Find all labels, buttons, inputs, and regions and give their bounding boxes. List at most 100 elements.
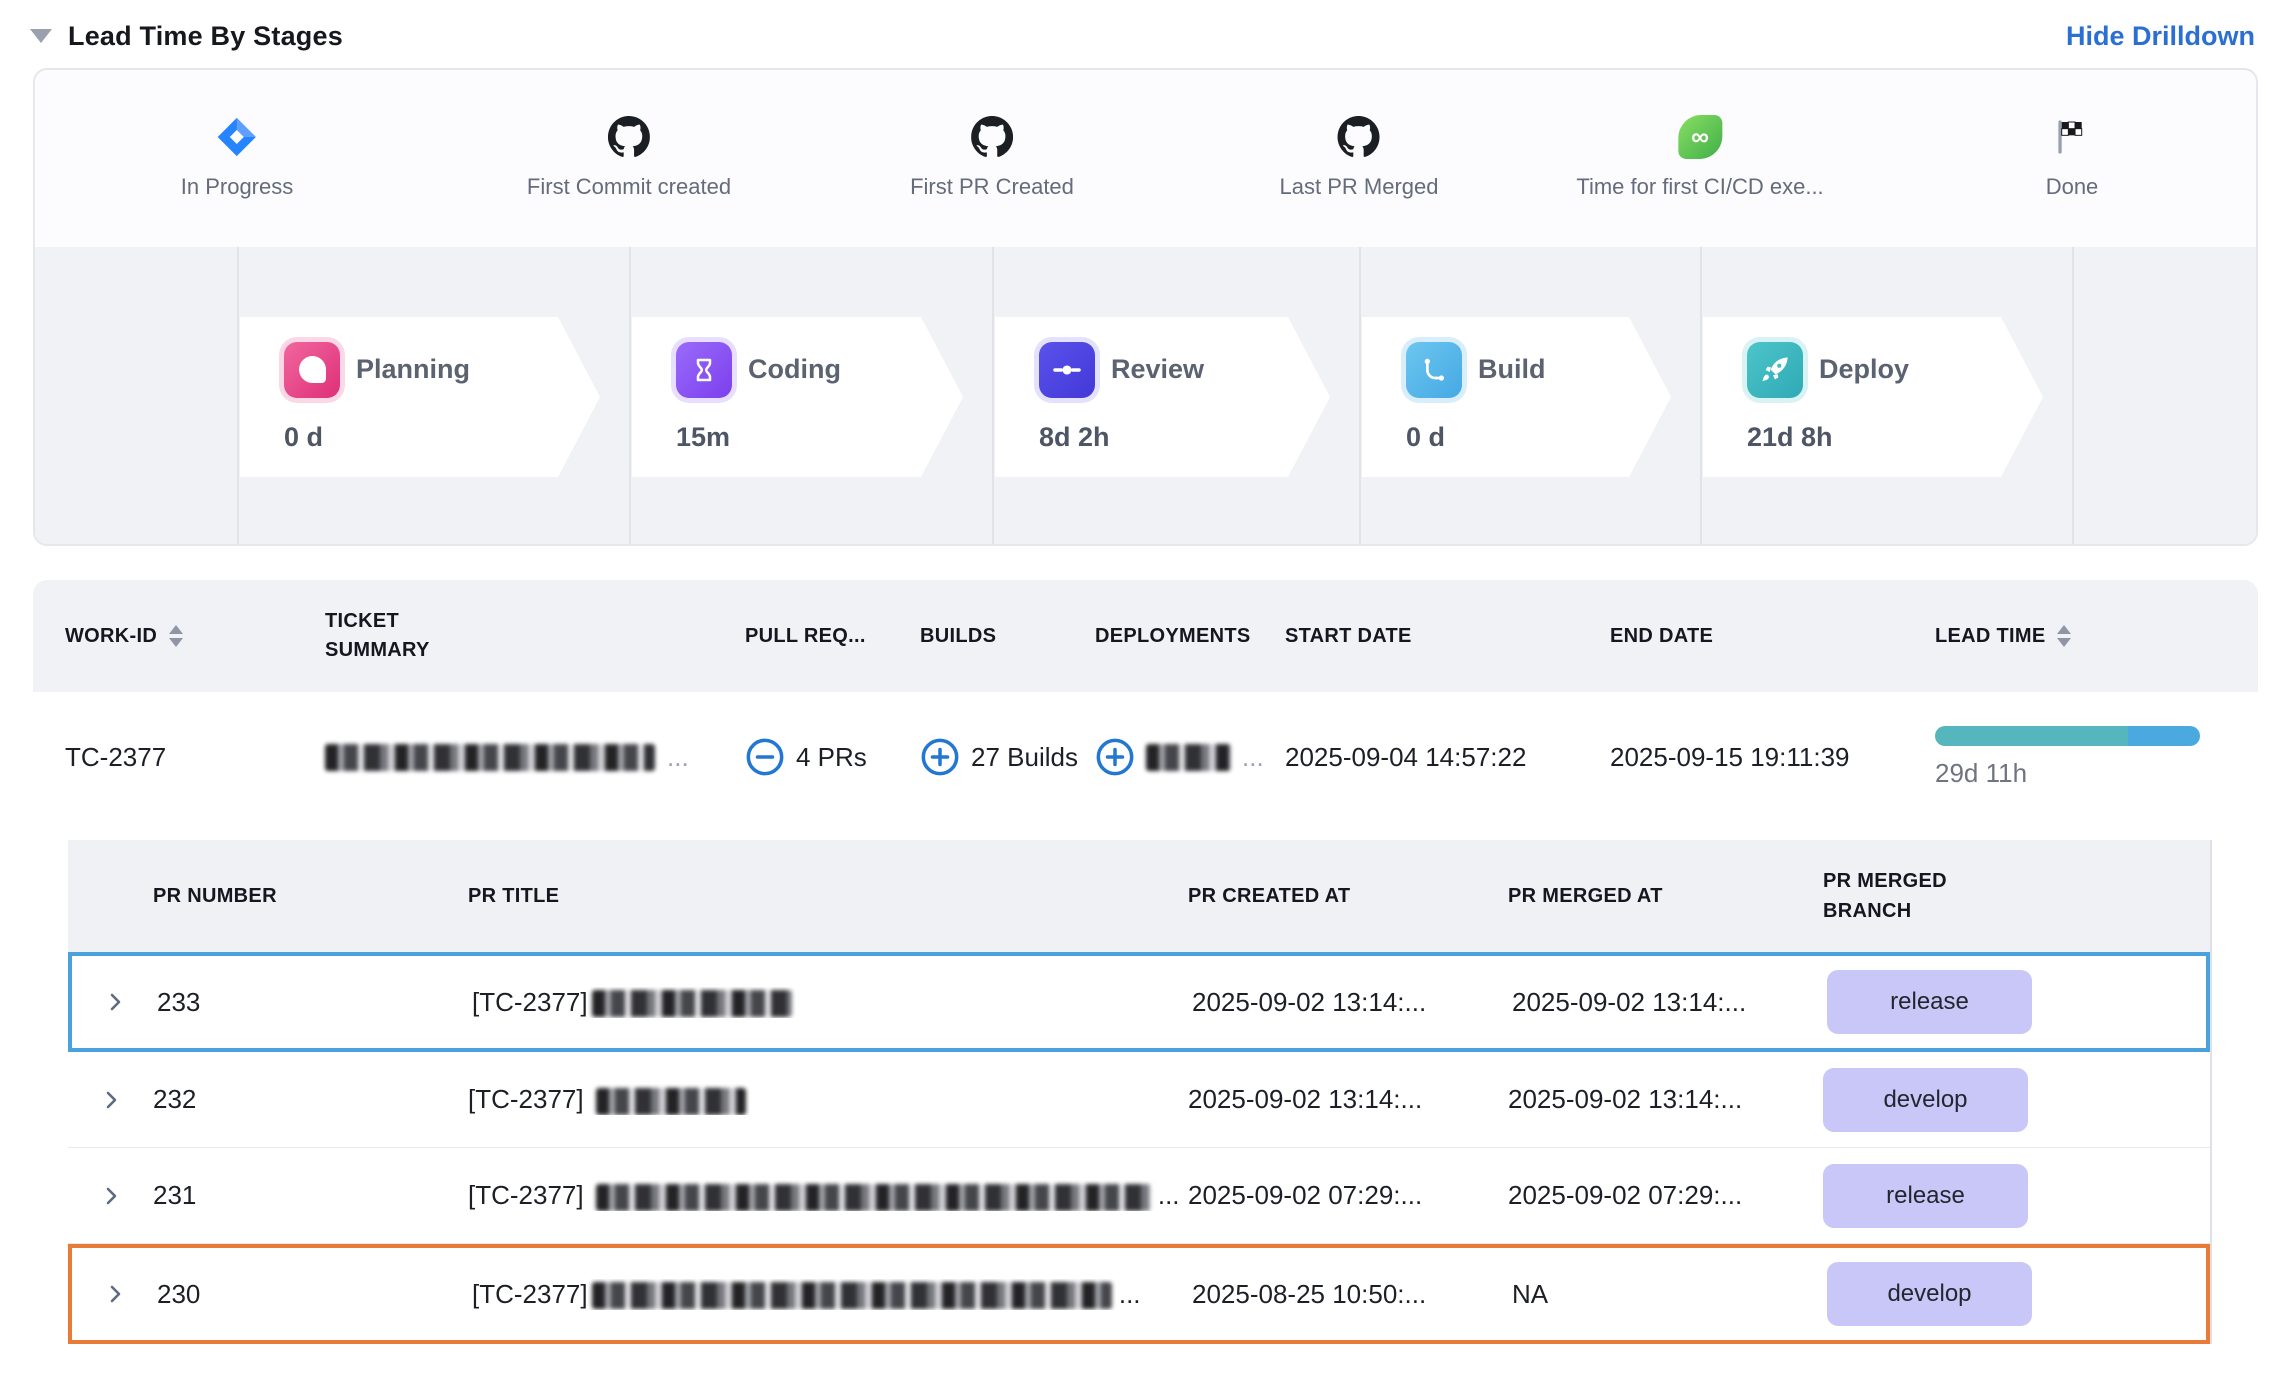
pr-merged-at: NA <box>1512 1278 1549 1309</box>
pull-requests-toggle[interactable]: 4 PRs <box>745 737 920 777</box>
hide-drilldown-link[interactable]: Hide Drilldown <box>2066 20 2255 51</box>
row-expand-chevron-icon[interactable] <box>68 1184 153 1208</box>
pr-title: [TC-2377] ... <box>472 1278 1141 1310</box>
stage-duration: 0 d <box>284 421 324 452</box>
collapse-triangle-icon[interactable] <box>30 29 52 43</box>
stage-review: Review 8d 2h <box>995 317 1330 477</box>
col-builds: BUILDS <box>920 624 997 647</box>
sort-icon[interactable] <box>2057 625 2072 647</box>
end-date-value: 2025-09-15 19:11:39 <box>1610 741 1850 772</box>
work-items-table-panel: WORK-ID TICKET SUMMARY PULL REQ... BUILD… <box>33 580 2258 1376</box>
review-icon <box>1039 342 1095 398</box>
lead-bar-segment-blue <box>2128 725 2200 746</box>
redacted-text <box>325 743 655 771</box>
row-expand-chevron-icon[interactable] <box>68 1088 153 1112</box>
lead-time-cell: 29d 11h <box>1935 725 2226 789</box>
row-expand-chevron-icon[interactable] <box>72 990 157 1014</box>
pr-merged-at: 2025-09-02 13:14:... <box>1508 1084 1743 1114</box>
drilldown-header: Lead Time By Stages Hide Drilldown <box>0 0 2291 58</box>
page-title: Lead Time By Stages <box>68 20 343 51</box>
redacted-text <box>1146 743 1231 771</box>
pr-table: PR NUMBER PR TITLE PR CREATED AT PR MERG… <box>68 840 2212 1344</box>
work-id-value: TC-2377 <box>65 741 167 772</box>
pr-row-231[interactable]: 231 [TC-2377] ... 2025-09-02 07:29:... 2… <box>68 1148 2210 1244</box>
col-end-date: END DATE <box>1610 624 1714 647</box>
col-lead-time[interactable]: LEAD TIME <box>1935 625 2226 648</box>
pr-number: 231 <box>153 1180 197 1210</box>
branch-badge: develop <box>1827 1262 2032 1326</box>
redacted-text <box>591 1282 1112 1310</box>
stage-area: Planning 0 d Coding 15m Review 8d 2h <box>35 247 2256 544</box>
ticket-summary-redacted: ... <box>325 742 745 773</box>
stage-deploy: Deploy 21d 8h <box>1703 317 2043 477</box>
milestone-first-commit: First Commit created <box>527 70 731 247</box>
col-pr-number: PR NUMBER <box>153 885 277 907</box>
lead-bar-segment-teal <box>1935 725 2129 746</box>
builds-toggle[interactable]: 27 Builds <box>920 737 1095 777</box>
pr-title: [TC-2377] <box>472 987 1192 1018</box>
github-icon <box>1336 114 1382 160</box>
row-expand-chevron-icon[interactable] <box>72 1282 157 1306</box>
stage-build: Build 0 d <box>1362 317 1671 477</box>
col-pull-requests: PULL REQ... <box>745 624 866 647</box>
redacted-text <box>595 1183 1151 1211</box>
lead-time-value: 29d 11h <box>1935 757 2028 788</box>
planning-icon <box>284 342 340 398</box>
pr-number: 232 <box>153 1084 197 1114</box>
start-date-value: 2025-09-04 14:57:22 <box>1285 741 1527 772</box>
milestone-first-pr: First PR Created <box>910 70 1074 247</box>
pr-title: [TC-2377] <box>468 1084 1188 1115</box>
pr-row-233[interactable]: 233 [TC-2377] 2025-09-02 13:14:... 2025-… <box>68 952 2210 1052</box>
col-deployments: DEPLOYMENTS <box>1095 624 1251 647</box>
github-icon <box>969 114 1015 160</box>
github-icon <box>606 114 652 160</box>
col-pr-created-at: PR CREATED AT <box>1188 885 1351 907</box>
pr-created-at: 2025-08-25 10:50:... <box>1192 1278 1427 1309</box>
pr-merged-at: 2025-09-02 07:29:... <box>1508 1180 1743 1210</box>
plus-circle-icon[interactable] <box>920 737 960 777</box>
col-pr-title: PR TITLE <box>468 885 560 907</box>
stage-duration: 0 d <box>1406 421 1446 452</box>
work-table-header: WORK-ID TICKET SUMMARY PULL REQ... BUILD… <box>33 580 2258 692</box>
branch-badge: release <box>1823 1163 2028 1228</box>
work-item-row: TC-2377 ... 4 PRs 27 Builds ... 2025-09-… <box>33 692 2258 822</box>
coding-icon <box>676 342 732 398</box>
pr-table-header: PR NUMBER PR TITLE PR CREATED AT PR MERG… <box>68 840 2210 952</box>
milestone-cicd: ∞ Time for first CI/CD exe... <box>1576 70 1824 247</box>
milestone-divider <box>1700 247 1702 544</box>
finish-flag-icon <box>2049 114 2095 160</box>
milestone-divider <box>2072 247 2074 544</box>
redacted-text <box>595 1087 746 1115</box>
plus-circle-icon[interactable] <box>1095 737 1135 777</box>
lead-time-bar <box>1935 725 2200 746</box>
pr-number: 233 <box>157 986 201 1017</box>
col-work-id[interactable]: WORK-ID <box>65 625 325 648</box>
lead-time-stages-panel: In Progress First Commit created First P… <box>33 68 2258 546</box>
jira-icon <box>214 114 260 160</box>
branch-badge: develop <box>1823 1067 2028 1132</box>
pr-row-230[interactable]: 230 [TC-2377] ... 2025-08-25 10:50:... N… <box>68 1244 2210 1344</box>
col-pr-merged-branch: PR MERGED BRANCH <box>1823 870 1947 922</box>
stage-duration: 8d 2h <box>1039 421 1110 452</box>
pr-title: [TC-2377] ... <box>468 1180 1180 1211</box>
milestone-divider <box>629 247 631 544</box>
milestone-divider <box>992 247 994 544</box>
milestone-in-progress: In Progress <box>181 70 293 247</box>
minus-circle-icon[interactable] <box>745 737 785 777</box>
sort-icon[interactable] <box>169 625 184 647</box>
pr-number: 230 <box>157 1278 201 1309</box>
deployments-toggle[interactable]: ... <box>1095 737 1285 777</box>
pr-created-at: 2025-09-02 07:29:... <box>1188 1180 1423 1210</box>
stage-coding: Coding 15m <box>632 317 963 477</box>
pr-created-at: 2025-09-02 13:14:... <box>1192 986 1427 1017</box>
pr-merged-at: 2025-09-02 13:14:... <box>1512 986 1747 1017</box>
branch-badge: release <box>1827 970 2032 1034</box>
col-ticket-summary: TICKET SUMMARY <box>325 610 430 661</box>
stage-planning: Planning 0 d <box>240 317 600 477</box>
milestone-done: Done <box>2046 70 2098 247</box>
pr-row-232[interactable]: 232 [TC-2377] 2025-09-02 13:14:... 2025-… <box>68 1052 2210 1148</box>
stage-duration: 15m <box>676 421 731 452</box>
pr-created-at: 2025-09-02 13:14:... <box>1188 1084 1423 1114</box>
build-icon <box>1406 342 1462 398</box>
stage-duration: 21d 8h <box>1747 421 1833 452</box>
